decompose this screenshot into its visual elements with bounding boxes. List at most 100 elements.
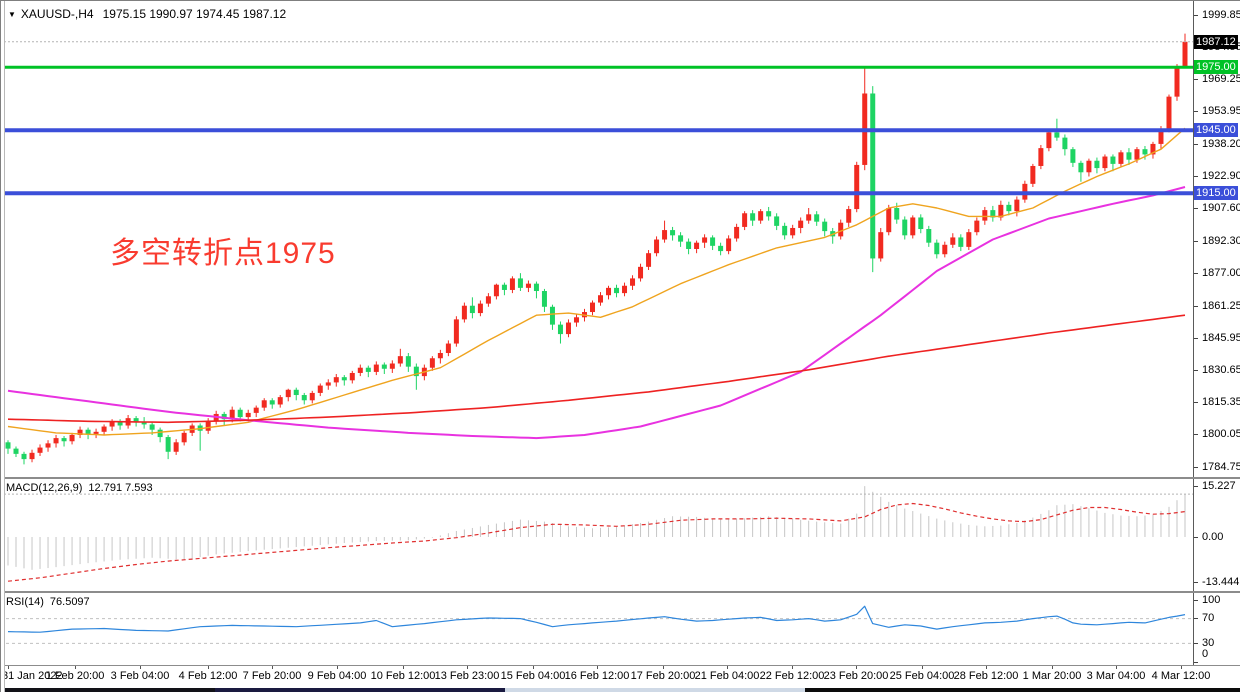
rsi-chart-canvas[interactable]: RSI(14) 76.5097 [0,593,1193,665]
candle-body [1174,66,1180,97]
candle-body [646,253,652,267]
price-axis-tick [1194,370,1198,372]
candle-body [301,395,307,401]
candle-body [942,244,948,255]
candle-body [325,382,331,386]
time-axis-label: 3 Mar 04:00 [1086,670,1146,682]
candle-body [1166,96,1172,130]
candle-body [1126,152,1132,160]
candle-body [485,296,491,304]
candle-body [670,230,676,236]
price-axis-label: 1800.05 [1202,428,1240,441]
rsi-axis[interactable]: 100 70 30 0 [1193,593,1240,665]
candle-body [229,409,235,420]
candle-body [798,220,804,228]
time-axis-tick [1052,666,1053,669]
ma-mid-magenta [7,186,1186,440]
collapse-arrow-icon[interactable]: ▼ [8,10,16,19]
candle-body [854,164,860,210]
candle-body [77,429,83,435]
time-axis-label: 22 Feb 12:00 [759,670,825,682]
candle-body [533,283,539,292]
current-price-badge: 1987.12 [1194,34,1238,49]
candle-body [525,283,531,288]
macd-name: MACD(12,26,9) [6,482,83,494]
candle-body [453,319,459,344]
candle-body [117,421,123,426]
candle-body [1102,156,1108,169]
candle-body [413,366,419,377]
candle-body [886,208,892,233]
price-chart-canvas[interactable]: ▼ XAUUSD-,H4 1975.15 1990.97 1974.45 1987.… [0,1,1193,477]
price-axis-label: 1907.60 [1202,202,1240,215]
macd-chart-svg[interactable] [0,479,1193,591]
candle-body [1030,165,1036,184]
candle-body [37,447,43,453]
price-axis-tick [1194,208,1198,210]
candle-body [1062,137,1068,150]
price-axis-tick [1194,402,1198,404]
price-axis-label: 1938.20 [1202,138,1240,151]
panel-separator-macd[interactable] [0,477,1240,479]
candle-body [1078,162,1084,173]
macd-axis-tick [1194,581,1198,583]
price-chart-svg[interactable] [0,1,1193,477]
time-axis-tick [986,666,987,669]
macd-label: MACD(12,26,9) 12.791 7.593 [6,482,153,494]
candle-body [1046,132,1052,149]
candle-body [630,278,636,286]
time-axis-label: 9 Feb 04:00 [307,670,367,682]
candle-body [333,377,339,383]
candle-body [85,429,91,434]
price-axis[interactable]: 1999.851984.551969.251953.951938.201922.… [1193,1,1240,477]
ohlc-values: 1975.15 1990.97 1974.45 1987.12 [102,7,287,21]
candle-body [758,211,764,221]
candle-body [45,443,51,448]
candle-body [638,266,644,279]
candle-body [934,242,940,255]
price-axis-label: 1969.25 [1202,72,1240,85]
time-axis-label: 10 Feb 12:00 [370,670,436,682]
candle-body [846,209,852,223]
bottom-strip-segment [215,688,505,692]
macd-axis[interactable]: 15.227 0.00 -13.444 [1193,479,1240,591]
price-axis-tick [1194,272,1198,274]
candle-body [109,421,115,427]
candle-body [61,438,67,442]
time-axis[interactable]: 31 Jan 2022 1 Feb 20:00 3 Feb 04:00 4 Feb 1… [0,665,1240,688]
candle-body [253,407,259,413]
annotation-text[interactable]: 多空转折点1975 [110,237,336,270]
rsi-axis-label: 0 [1202,647,1209,660]
price-axis-label: 1815.35 [1202,396,1240,409]
candle-body [1070,149,1076,163]
candle-body [870,93,876,259]
time-axis-tick [272,666,273,669]
time-axis-tick [533,666,534,669]
candle-body [509,278,515,290]
price-axis-tick [1194,305,1198,307]
candle-body [573,317,579,323]
window-left-frame [0,1,5,692]
candle-body [373,364,379,372]
rsi-chart-svg[interactable] [0,593,1193,665]
candle-body [405,356,411,367]
candle-body [1110,156,1116,164]
candle-body [974,220,980,233]
candle-body [541,291,547,307]
candle-body [221,413,227,420]
candle-body [149,424,155,430]
bottom-edge-strip [0,688,1240,692]
candle-body [269,400,275,405]
candle-body [702,237,708,243]
macd-chart-canvas[interactable]: MACD(12,26,9) 12.791 7.593 [0,479,1193,591]
rsi-axis-tick [1194,599,1198,601]
ma-fast-orange [7,127,1186,436]
time-axis-label: 3 Feb 04:00 [110,670,170,682]
price-axis-tick [1194,176,1198,178]
candle-body [838,222,844,237]
panel-separator-rsi[interactable] [0,591,1240,593]
candle-body [365,367,371,372]
time-axis-label: 25 Feb 04:00 [889,670,955,682]
price-axis-label: 1922.90 [1202,170,1240,183]
candle-body [878,232,884,259]
